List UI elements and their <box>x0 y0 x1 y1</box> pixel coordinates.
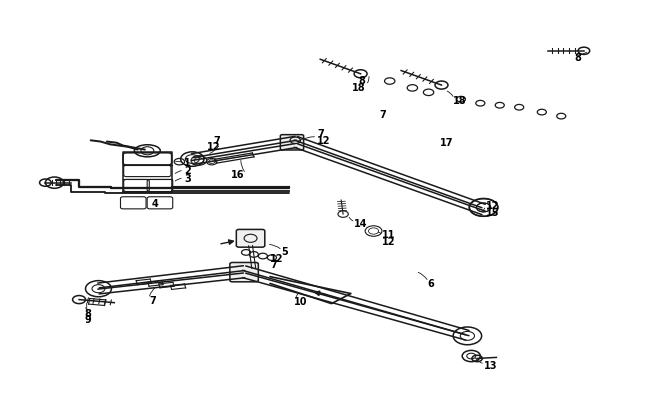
Text: 12: 12 <box>382 237 395 247</box>
Text: 8: 8 <box>574 53 581 63</box>
Text: 11: 11 <box>382 230 395 240</box>
Text: 5: 5 <box>281 247 288 256</box>
Text: 13: 13 <box>484 360 497 371</box>
Text: 6: 6 <box>427 278 434 288</box>
Text: 18: 18 <box>453 96 467 106</box>
Text: 8: 8 <box>84 308 91 318</box>
Text: 8: 8 <box>358 76 365 85</box>
Text: 9: 9 <box>84 314 91 324</box>
Text: 10: 10 <box>294 296 307 306</box>
Text: 1: 1 <box>184 158 190 168</box>
Text: 7: 7 <box>380 110 386 120</box>
Text: 12: 12 <box>317 135 331 145</box>
FancyBboxPatch shape <box>237 230 265 247</box>
Text: 15: 15 <box>486 208 499 217</box>
FancyBboxPatch shape <box>280 135 304 151</box>
Text: 16: 16 <box>231 169 244 179</box>
Text: 7: 7 <box>270 260 277 270</box>
Text: 12: 12 <box>270 254 283 264</box>
Text: 7: 7 <box>149 295 156 305</box>
Text: 7: 7 <box>213 135 220 145</box>
Text: 12: 12 <box>207 142 220 152</box>
Text: 18: 18 <box>352 83 365 92</box>
Text: 12: 12 <box>486 201 499 211</box>
FancyBboxPatch shape <box>230 263 258 282</box>
Text: 2: 2 <box>184 165 190 175</box>
Text: 3: 3 <box>184 173 190 183</box>
Text: 14: 14 <box>354 219 368 229</box>
Text: 7: 7 <box>317 128 324 138</box>
Text: 17: 17 <box>440 138 454 148</box>
Text: 4: 4 <box>151 198 159 208</box>
